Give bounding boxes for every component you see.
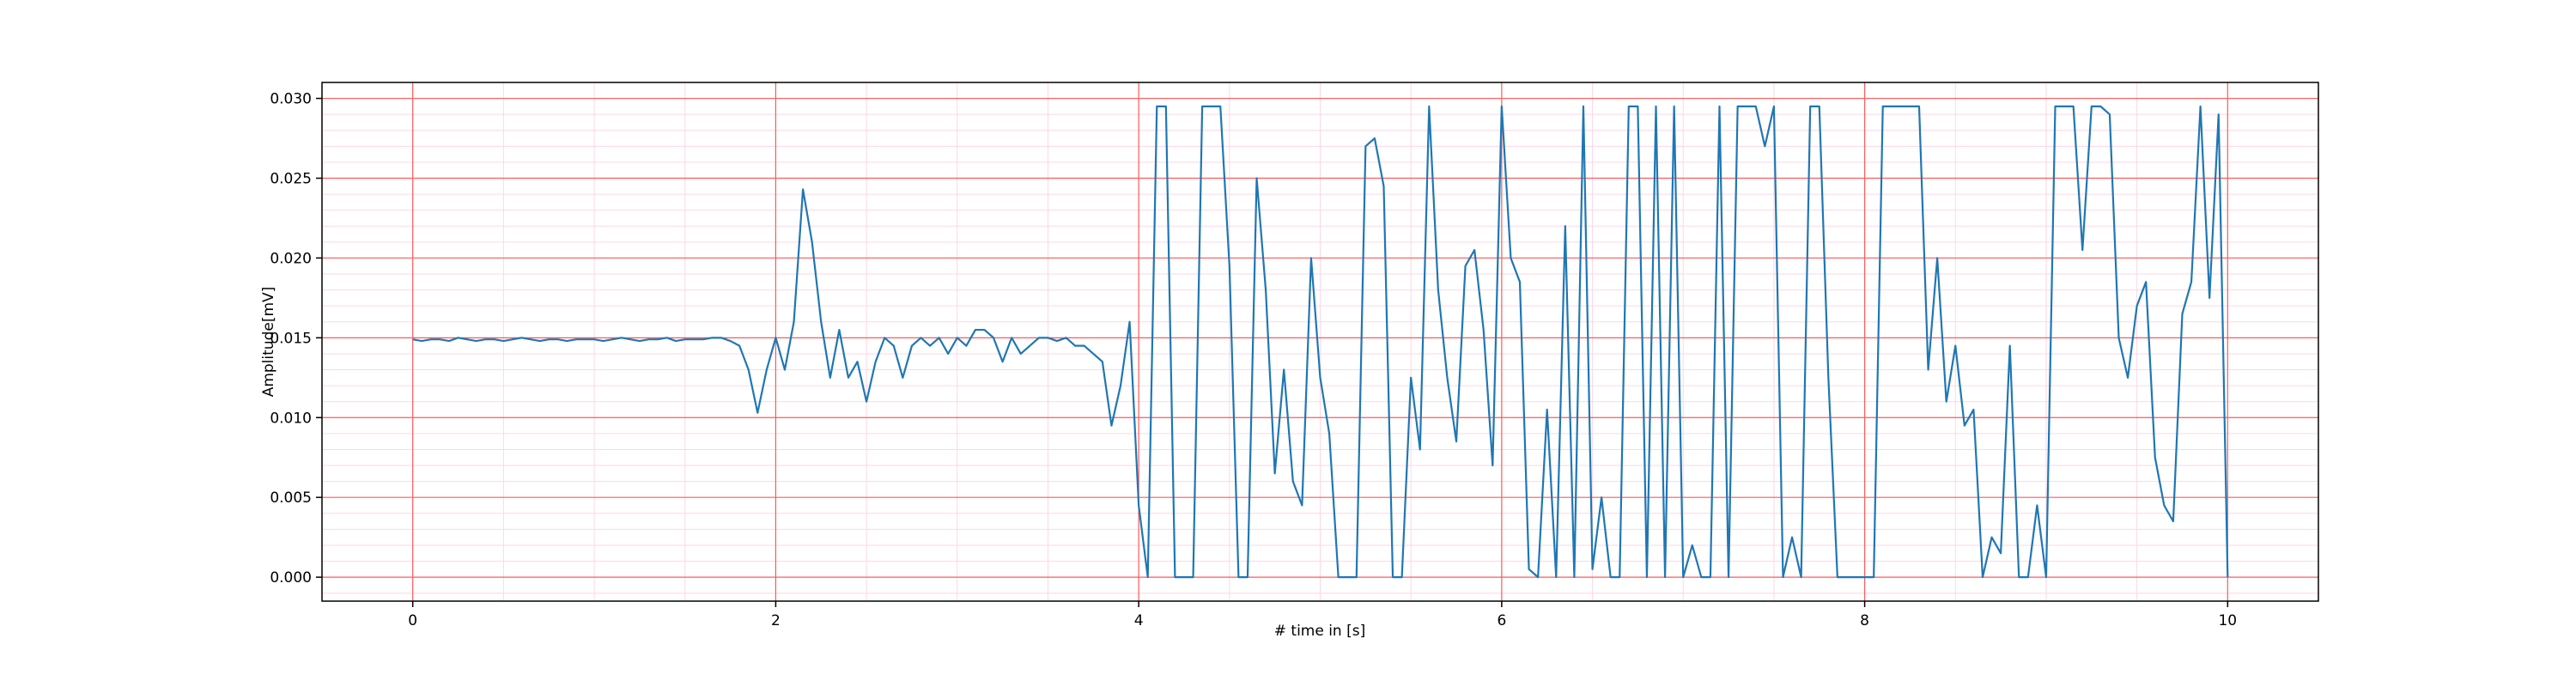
- y-tick-label: 0.030: [270, 91, 312, 108]
- x-tick-label: 10: [2218, 612, 2237, 629]
- grid: [321, 82, 2319, 601]
- plot: [412, 105, 2229, 579]
- y-tick-label: 0.000: [270, 569, 312, 587]
- x-axis-label: # time in [s]: [1274, 623, 1365, 640]
- x-tick-label: 6: [1497, 612, 1506, 629]
- x-tick-label: 0: [408, 612, 417, 629]
- y-tick-label: 0.015: [270, 330, 312, 347]
- x-tick-label: 2: [771, 612, 781, 629]
- axes-frame: [321, 82, 2319, 602]
- y-tick-label: 0.020: [270, 250, 312, 267]
- signal-line: [412, 105, 2229, 579]
- y-tick-label: 0.025: [270, 171, 312, 188]
- ticks: 0 2 4 6 8 10 0.000 0.005 0.010 0.015 0.020 0.025 0.0…: [270, 91, 2237, 629]
- y-tick-label: 0.010: [270, 410, 312, 427]
- x-tick-label: 4: [1134, 612, 1144, 629]
- y-axis-label: Amplitude[mV]: [260, 287, 277, 398]
- y-tick-label: 0.005: [270, 489, 312, 507]
- x-tick-label: 8: [1860, 612, 1869, 629]
